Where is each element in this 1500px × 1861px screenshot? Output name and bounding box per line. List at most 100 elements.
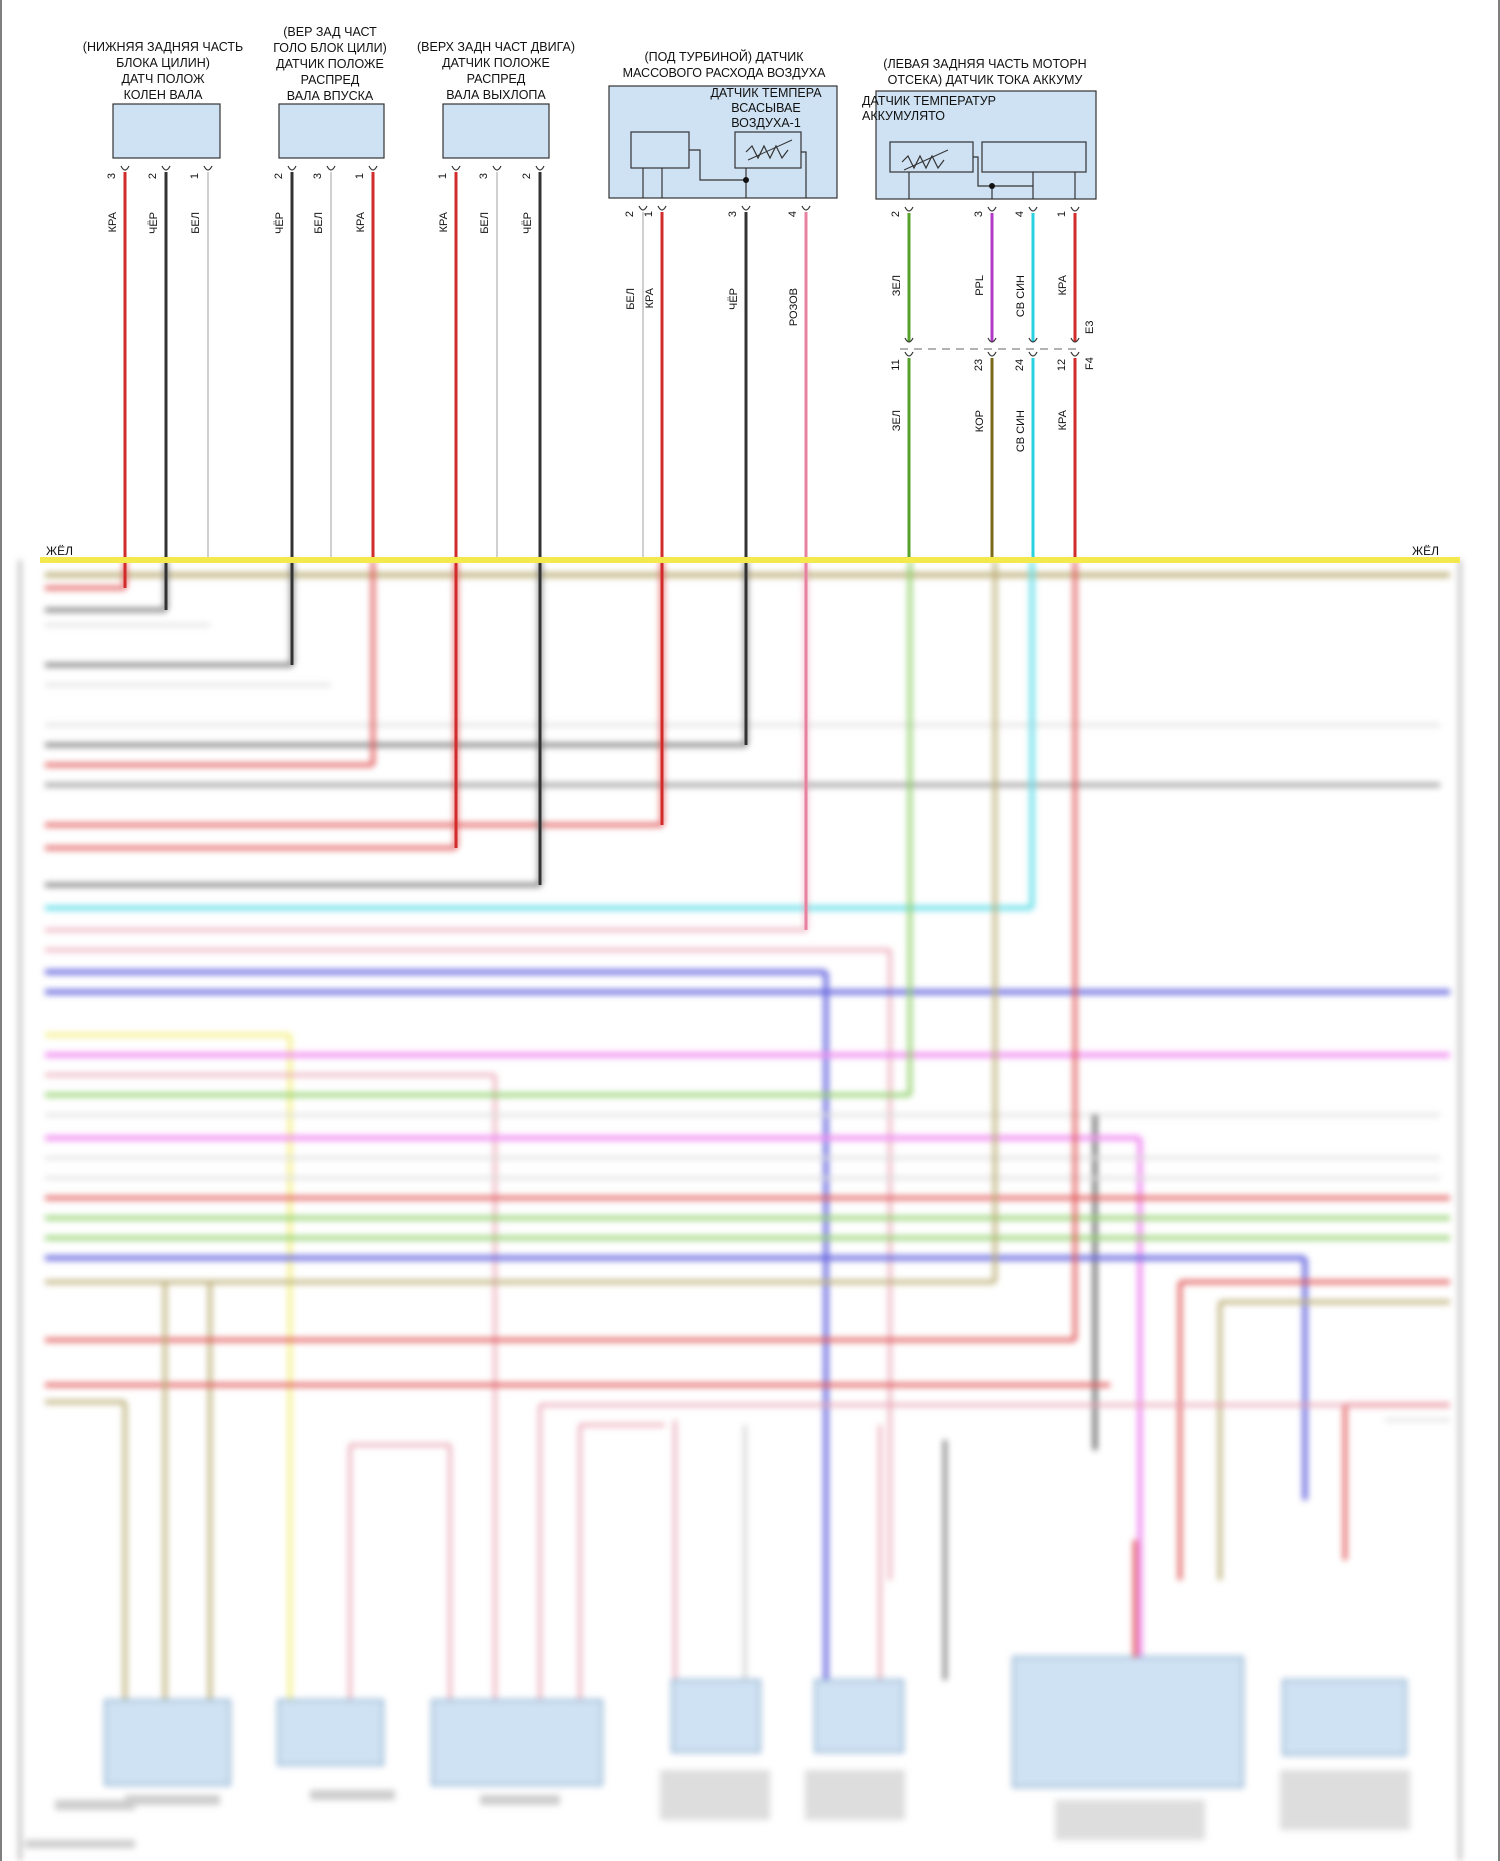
sensors-layer: (НИЖНЯЯ ЗАДНЯЯ ЧАСТЬ БЛОКА ЦИЛИН) ДАТЧ ПОЛ… <box>83 25 1097 930</box>
sensor-title-line: (НИЖНЯЯ ЗАДНЯЯ ЧАСТЬ <box>83 40 243 54</box>
connector-pin-top <box>1028 337 1038 343</box>
sensor-battery: (ЛЕВАЯ ЗАДНЯЯ ЧАСТЬ МОТОРН ОТСЕКА) ДАТЧИК… <box>862 57 1097 342</box>
pin-number: 4 <box>787 211 799 217</box>
pin-terminal <box>492 165 502 171</box>
pin-terminal <box>287 165 297 171</box>
pin-terminal <box>451 165 461 171</box>
connector-pin-number: 12 <box>1056 359 1068 371</box>
pin-number: 2 <box>273 173 285 179</box>
sensor-title-line: ВАЛА ВЫХЛОПА <box>446 88 546 102</box>
wire-color-label: СВ СИН <box>1015 410 1027 452</box>
pin-number: 3 <box>727 211 739 217</box>
pin-terminal <box>326 165 336 171</box>
sensor-title-line: (ЛЕВАЯ ЗАДНЯЯ ЧАСТЬ МОТОРН <box>883 57 1086 71</box>
wire-color-label: БЕЛ <box>625 288 637 310</box>
wire-color-label: ЗЕЛ <box>891 410 903 431</box>
pin-terminal <box>741 205 751 211</box>
sensor-housing <box>112 103 221 159</box>
sensor-title-line: ВАЛА ВПУСКА <box>287 89 374 103</box>
connector-bottom-name: F4 <box>1084 357 1096 370</box>
pin-terminal <box>638 205 648 211</box>
wire-color-label: ЧЁР <box>522 212 534 234</box>
sensor-title-line: ГОЛО БЛОК ЦИЛИ) <box>273 41 387 55</box>
sensor-housing <box>442 103 550 159</box>
pin-number: 4 <box>1014 211 1026 217</box>
sensor-title-line: БЛОКА ЦИЛИН) <box>116 56 210 70</box>
wire-color-label: КРА <box>1057 274 1069 295</box>
sensor-inner-label: ВОЗДУХА-1 <box>731 116 801 130</box>
battery-internal-wire <box>973 156 1033 187</box>
pin-number: 2 <box>624 211 636 217</box>
connector-pin-number: 11 <box>890 359 902 370</box>
connector-pin-top <box>1070 337 1080 343</box>
pin-number: 1 <box>354 173 366 179</box>
thermistor-icon <box>901 154 945 170</box>
wire-color-label: БЕЛ <box>479 212 491 234</box>
pin-terminal <box>657 205 667 211</box>
connector-pin-bottom <box>987 351 997 357</box>
sensor-title-line: (ПОД ТУРБИНОЙ) ДАТЧИК <box>644 49 804 64</box>
pin-number: 2 <box>147 173 159 179</box>
pin-number: 2 <box>890 211 902 217</box>
connector-pin-number: 23 <box>973 359 985 371</box>
pin-terminal <box>1070 206 1080 212</box>
sensor-housing <box>278 103 385 159</box>
pin-terminal <box>535 165 545 171</box>
iat-thermistor-box <box>734 131 802 169</box>
wire-color-label: БЕЛ <box>313 212 325 234</box>
wire-color-label: СВ СИН <box>1015 275 1027 317</box>
sensor-inner-label: АККУМУЛЯТО <box>862 109 945 123</box>
sensor-title-line: РАСПРЕД <box>301 73 360 87</box>
sensor-title-line: ДАТЧИК ПОЛОЖЕ <box>442 56 550 70</box>
wire-color-label: БЕЛ <box>190 212 202 234</box>
thermistor-icon <box>745 144 789 160</box>
wire-color-label: РОЗОВ <box>788 288 800 326</box>
connector-pin-bottom <box>1028 351 1038 357</box>
bus-label-left: ЖЁЛ <box>46 544 73 558</box>
thermistor-arrow <box>903 149 949 171</box>
connector-pin-bottom <box>904 351 914 357</box>
pin-terminal <box>904 206 914 212</box>
wire-color-label: КРА <box>355 211 367 232</box>
connector-pin-top <box>987 337 997 343</box>
connector-pin-top <box>904 337 914 343</box>
sensor-title-line: (ВЕР ЗАД ЧАСТ <box>283 25 377 39</box>
pin-terminal <box>120 165 130 171</box>
pin-terminal <box>987 206 997 212</box>
connector-pin-number: 24 <box>1014 359 1026 371</box>
pin-number: 1 <box>643 211 655 217</box>
splice-dot <box>989 183 995 189</box>
wire-color-label: КРА <box>1057 409 1069 430</box>
sensor-inner-label: ДАТЧИК ТЕМПЕРАТУР <box>862 94 996 108</box>
sensor-title-line: ДАТЧИК ПОЛОЖЕ <box>276 57 384 71</box>
pin-number: 3 <box>478 173 490 179</box>
pin-number: 3 <box>312 173 324 179</box>
sensor-cmp_exhaust: (ВЕРХ ЗАДН ЧАСТ ДВИГА) ДАТЧИК ПОЛОЖЕ РАСПР… <box>417 40 575 885</box>
connector-top-name: E3 <box>1084 321 1096 334</box>
sensor-title-line: РАСПРЕД <box>467 72 526 86</box>
connector-e3-f4: E3 F4 11 ЗЕЛ 23 КОР 24 СВ СИН 12 КРА <box>890 321 1096 560</box>
wire-color-label: КРА <box>107 211 119 232</box>
wire-color-label: ЗЕЛ <box>891 275 903 296</box>
current-sensor-element <box>981 141 1087 173</box>
maf-internal-wire <box>801 151 807 198</box>
sensor-ckp: (НИЖНЯЯ ЗАДНЯЯ ЧАСТЬ БЛОКА ЦИЛИН) ДАТЧ ПОЛ… <box>83 40 243 610</box>
pin-terminal <box>368 165 378 171</box>
sensor-inner-label: ДАТЧИК ТЕМПЕРА <box>710 86 822 100</box>
pin-terminal <box>203 165 213 171</box>
pin-terminal <box>1028 206 1038 212</box>
wire-color-label: КОР <box>974 410 986 432</box>
thermistor-arrow <box>747 139 793 161</box>
maf-element <box>630 131 690 169</box>
splice-dot <box>743 177 749 183</box>
pin-number: 3 <box>973 211 985 217</box>
wire-color-label: КРА <box>644 287 656 308</box>
pin-number: 1 <box>1056 211 1068 217</box>
sensor-title-line: МАССОВОГО РАСХОДА ВОЗДУХА <box>623 66 827 80</box>
sensor-title-line: ОТСЕКА) ДАТЧИК ТОКА АККУМУ <box>888 73 1083 87</box>
pin-terminal <box>801 205 811 211</box>
sensor-title-line: ДАТЧ ПОЛОЖ <box>121 72 204 86</box>
pin-number: 1 <box>437 173 449 179</box>
wire-color-label: PPL <box>974 275 986 296</box>
